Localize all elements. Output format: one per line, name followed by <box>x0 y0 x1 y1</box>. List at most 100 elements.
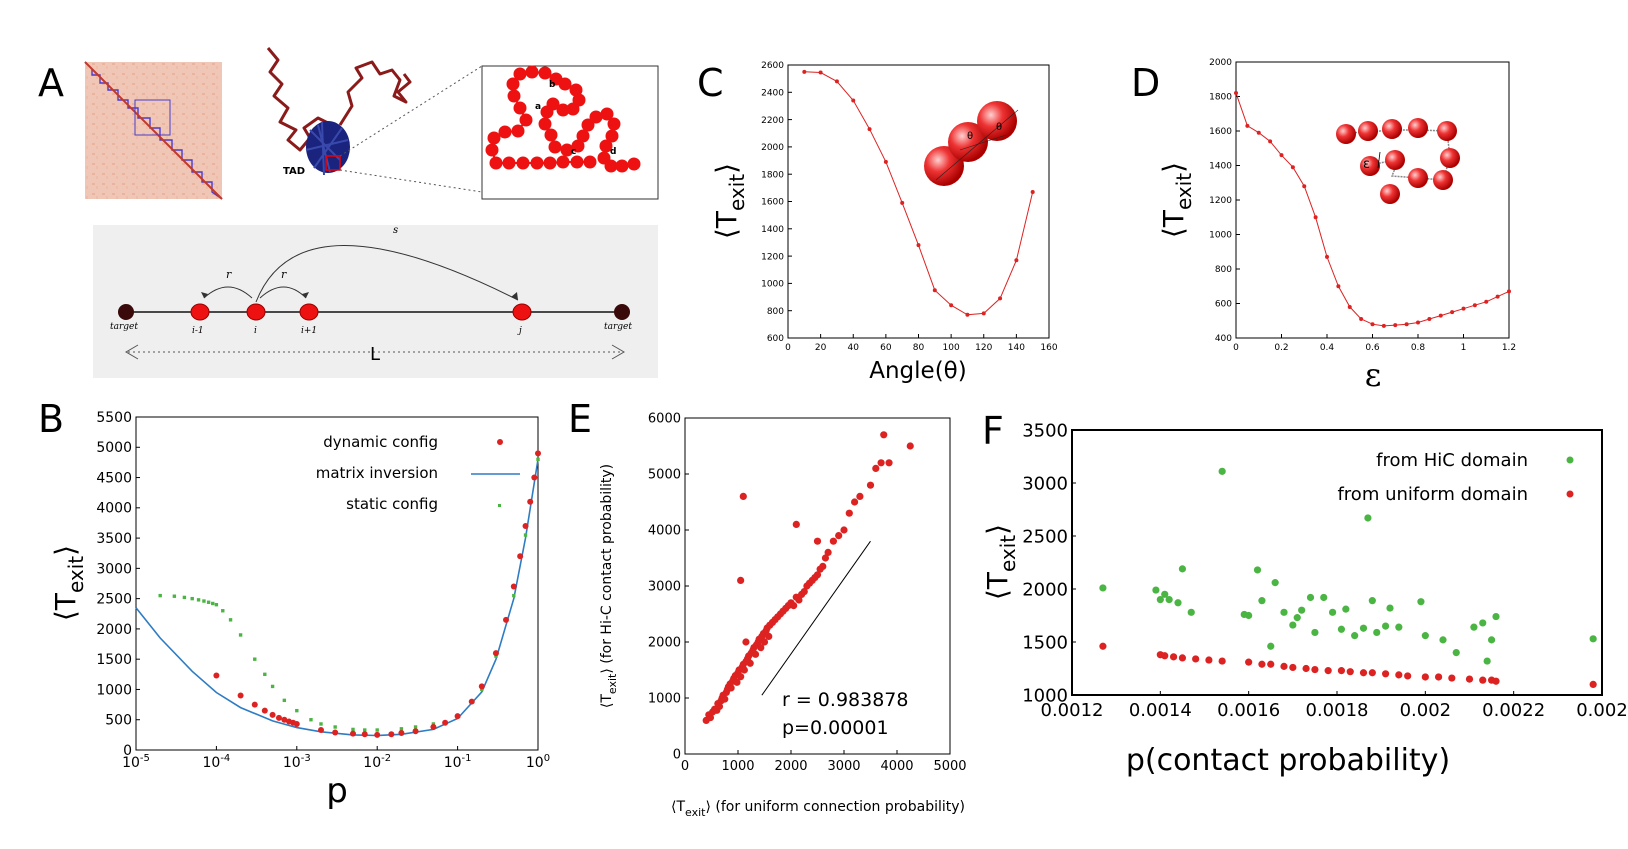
e-point <box>819 562 827 571</box>
f-hic-point <box>1359 624 1368 632</box>
f-uniform-point <box>1337 667 1346 675</box>
c-point <box>1014 258 1019 263</box>
b-ytick-label: 2500 <box>96 592 132 608</box>
f-hic-point <box>1271 579 1279 587</box>
f-hic-point <box>1280 608 1288 616</box>
c-point <box>932 288 937 293</box>
d-point <box>1416 320 1420 325</box>
f-hic-point <box>1306 593 1315 602</box>
d-ytick-label: 400 <box>1215 334 1232 344</box>
f-uniform-point <box>1218 657 1226 665</box>
b-static-point <box>282 698 287 703</box>
f-legend-hic: from HiC domain <box>1376 450 1528 471</box>
e-point <box>829 537 838 545</box>
e-xtick-label: 4000 <box>880 759 913 774</box>
f-hic-point <box>1483 657 1491 665</box>
e-ytick-label: 4000 <box>648 524 681 539</box>
length-arrow-right <box>611 344 625 360</box>
b-static-point <box>206 600 211 604</box>
b-xtick-label: 100 <box>526 753 550 771</box>
d-x-label: ε <box>1365 356 1382 394</box>
b-dynamic-point <box>468 698 475 705</box>
b-ytick-label: 500 <box>105 713 132 729</box>
c-point <box>998 296 1003 301</box>
b-static-point <box>536 457 540 462</box>
e-xtick-label: 5000 <box>933 759 966 774</box>
e-series-points <box>702 431 914 725</box>
e-point <box>824 548 832 557</box>
e-y-ticks: 0 1000 2000 3000 4000 5000 6000 <box>648 412 689 763</box>
f-uniform-point <box>1311 665 1319 674</box>
b-legend-dynamic: dynamic config <box>323 433 438 451</box>
b-dynamic-point <box>318 727 325 734</box>
b-ytick-label: 4500 <box>96 470 132 486</box>
e-point <box>856 492 864 500</box>
f-hic-point <box>1289 621 1297 629</box>
inset-bead <box>605 129 619 143</box>
arc-r-right-arrowhead <box>302 292 309 298</box>
c-xtick-label: 80 <box>913 343 925 353</box>
b-static-point <box>221 609 225 613</box>
b-static-point <box>202 599 206 603</box>
node-label-i: i <box>254 326 257 336</box>
c-ytick-label: 1200 <box>761 252 784 262</box>
f-xtick-label: 0.002 <box>1576 700 1628 721</box>
inset-bead <box>485 143 499 157</box>
c-ytick-label: 600 <box>767 334 784 344</box>
f-uniform-point <box>1381 670 1390 678</box>
inset-bead <box>615 159 629 173</box>
inset-bead-chain <box>485 65 641 173</box>
d-ytick-label: 600 <box>1215 300 1232 310</box>
b-dynamic-point <box>361 731 368 738</box>
c-ytick-label: 2000 <box>761 143 784 153</box>
target-right <box>614 304 630 320</box>
f-y-label: ⟨Texit⟩ <box>981 524 1020 600</box>
inset-bead <box>513 101 527 115</box>
b-dynamic-point <box>213 672 220 679</box>
d-point <box>1393 323 1398 328</box>
d-xtick-label: 1.2 <box>1502 343 1516 353</box>
node-label-i-plus-1: i+1 <box>301 326 317 336</box>
c-point <box>900 200 905 205</box>
f-uniform-point <box>1302 664 1310 673</box>
d-point <box>1245 123 1250 128</box>
f-hic-point <box>1487 636 1496 644</box>
b-dynamic-point <box>522 522 529 529</box>
f-uniform-point <box>1395 671 1403 679</box>
b-dynamic-point <box>531 474 538 481</box>
f-hic-point <box>1342 605 1350 613</box>
b-dynamic-point <box>454 713 461 720</box>
f-hic-point <box>1368 597 1376 605</box>
f-hic-point <box>1245 611 1253 620</box>
d-point <box>1279 153 1284 158</box>
e-reference-line <box>761 540 871 696</box>
b-dynamic-point <box>430 723 437 730</box>
f-ytick-label: 3000 <box>1022 473 1068 494</box>
e-point <box>760 638 769 646</box>
d-ytick-label: 1200 <box>1209 196 1232 206</box>
f-hic-point <box>1156 596 1164 604</box>
f-hic-point <box>1364 514 1372 522</box>
b-ytick-label: 3000 <box>96 561 132 577</box>
e-ytick-label: 5000 <box>648 468 681 483</box>
f-hic-point <box>1152 586 1160 594</box>
e-point <box>740 666 748 674</box>
e-point <box>866 481 875 489</box>
b-dynamic-point <box>269 711 276 718</box>
c-xtick-label: 60 <box>880 343 892 353</box>
b-xtick-label: 10-3 <box>283 753 311 771</box>
inset-label-b: b <box>549 80 556 90</box>
inset-bead <box>556 155 570 169</box>
f-hic-point <box>1311 628 1319 637</box>
arc-r-left <box>203 286 253 299</box>
c-inset-spheres <box>924 101 1019 186</box>
f-hic-point <box>1328 608 1337 616</box>
f-ytick-label: 1500 <box>1022 632 1068 653</box>
e-point <box>737 576 745 585</box>
inset-label-a: a <box>535 102 541 112</box>
inset-bead <box>502 156 516 170</box>
f-hic-point <box>1421 632 1429 640</box>
b-static-point <box>182 595 187 600</box>
f-hic-point <box>1218 467 1226 475</box>
arc-r-left-arrowhead <box>201 292 208 298</box>
